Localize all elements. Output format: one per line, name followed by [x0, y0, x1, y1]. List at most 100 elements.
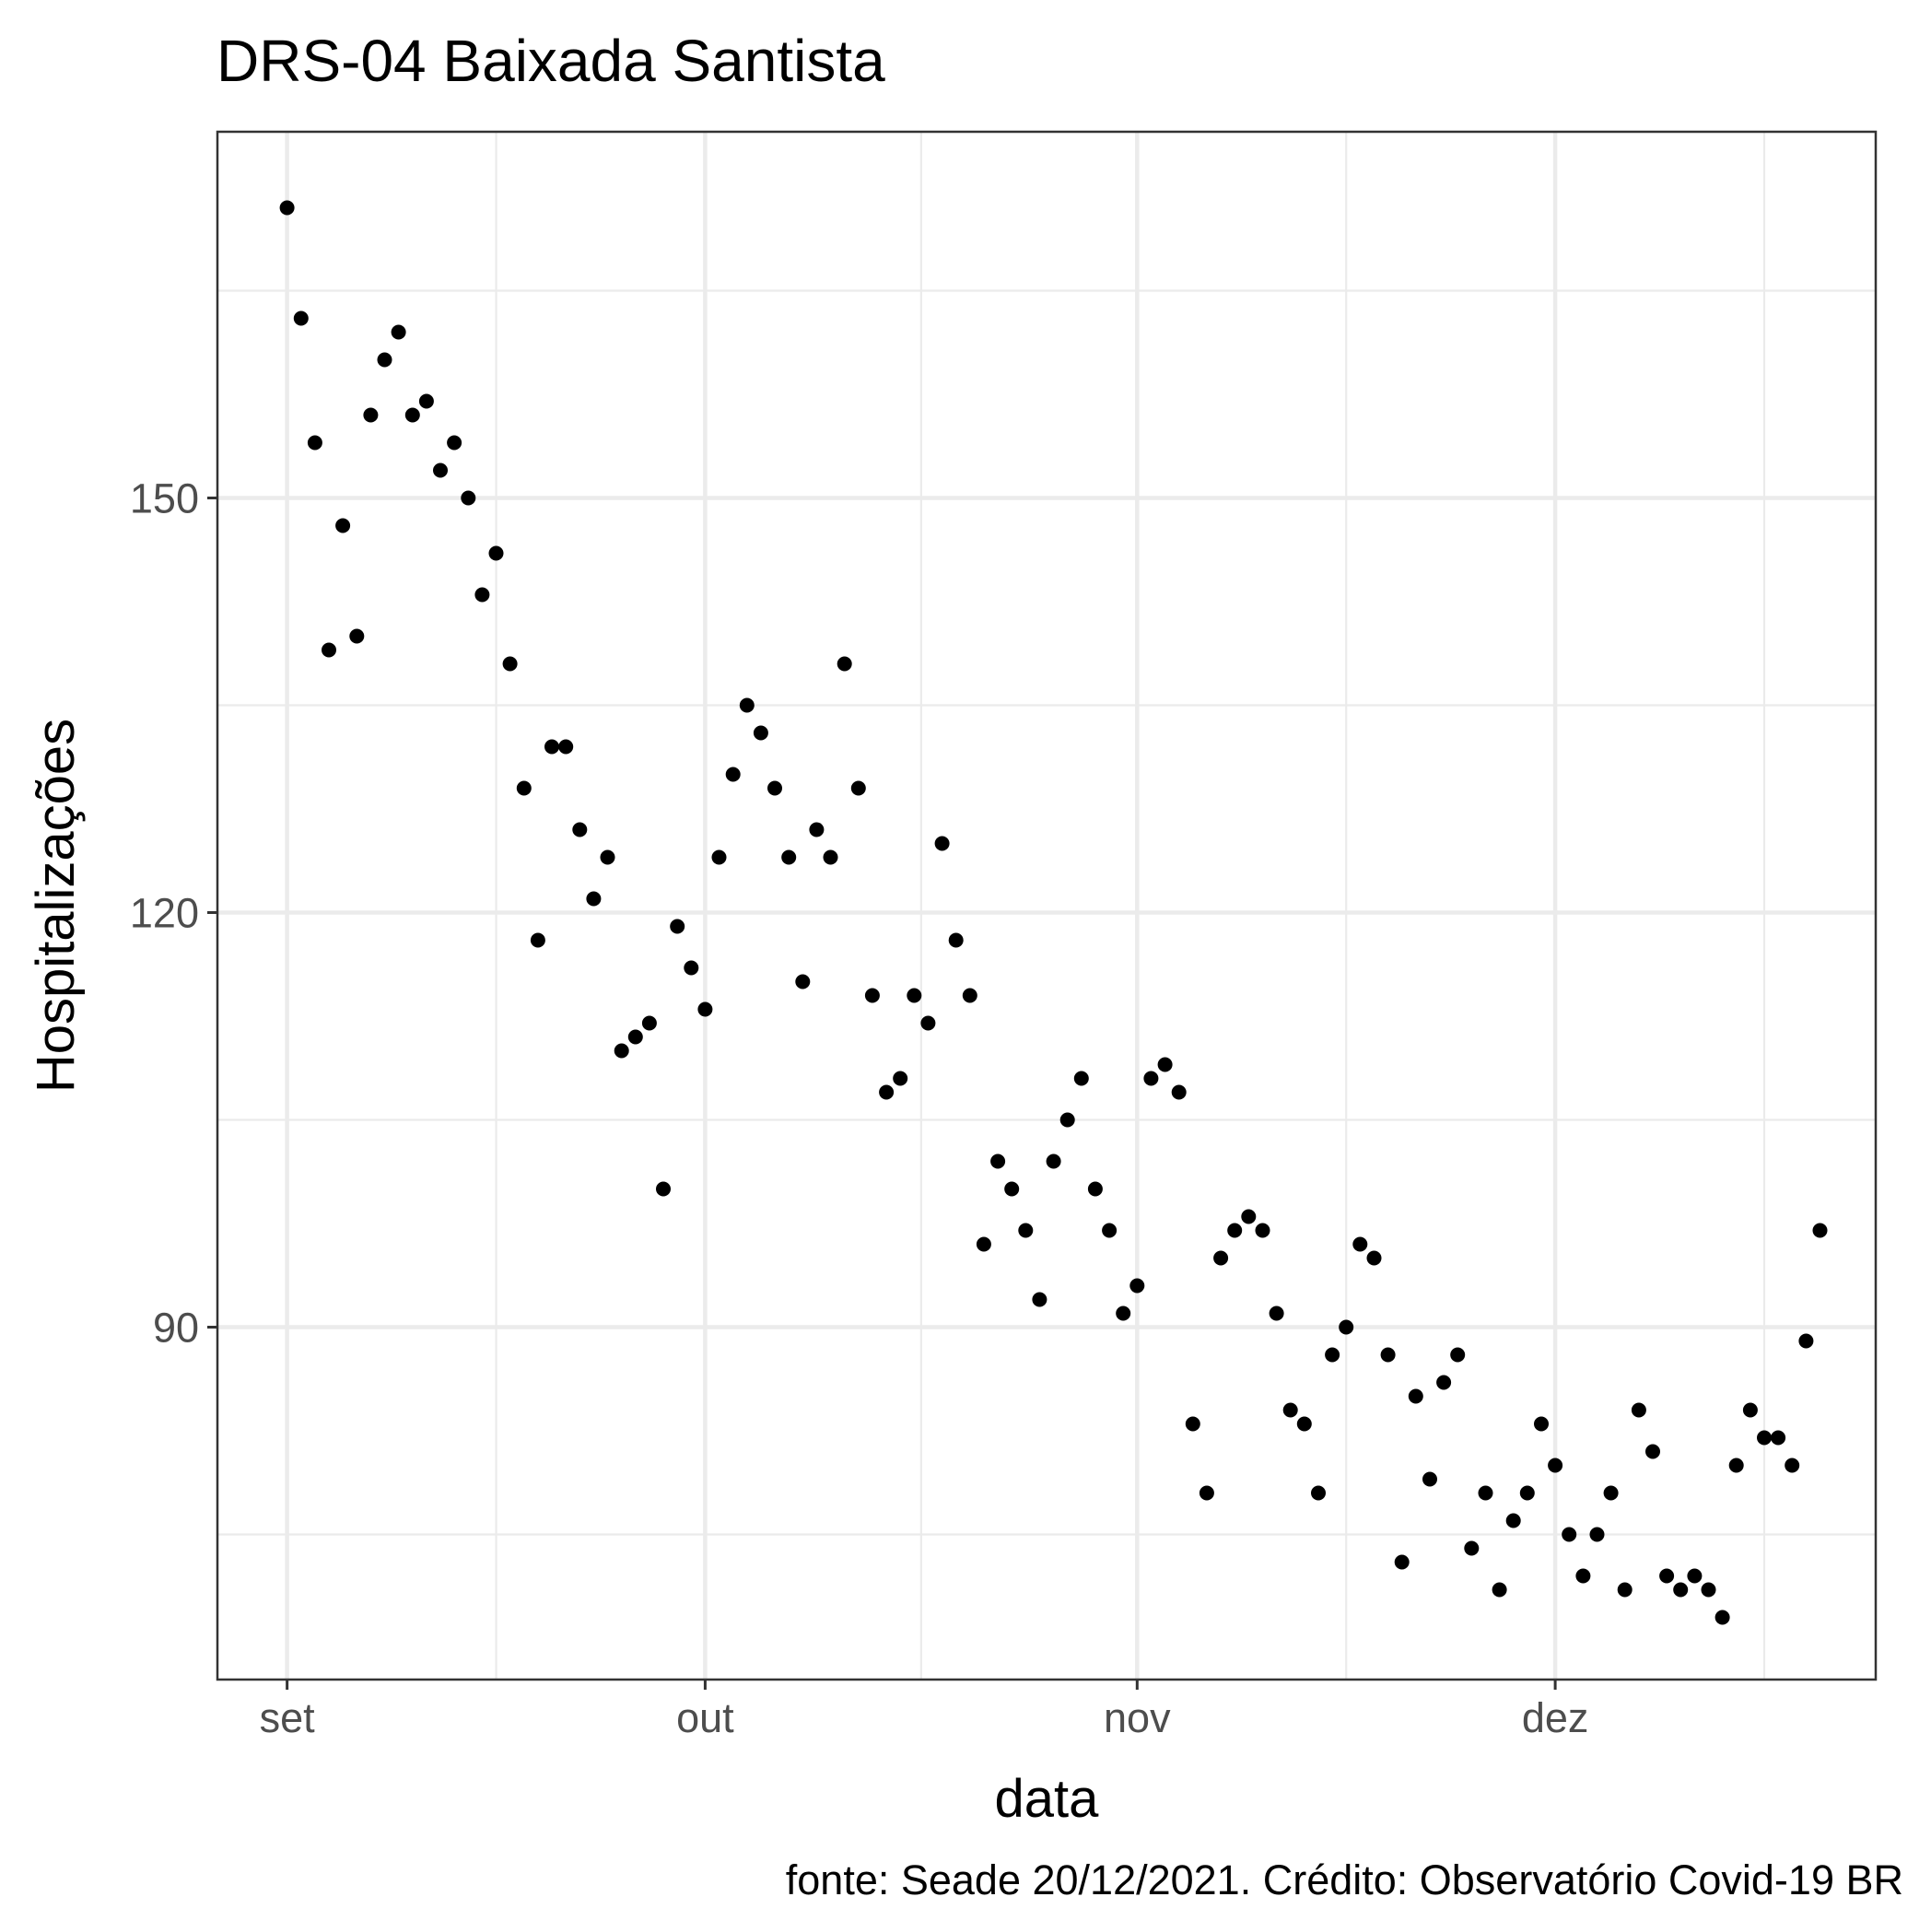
data-point [1394, 1554, 1410, 1570]
x-tick-label: set [260, 1694, 316, 1741]
x-tick-label: out [676, 1694, 734, 1741]
data-point [1046, 1153, 1061, 1169]
data-point [1771, 1430, 1786, 1446]
data-point [307, 435, 322, 451]
x-tick-label: dez [1522, 1694, 1589, 1741]
data-point [1116, 1306, 1131, 1321]
data-point [433, 463, 448, 478]
data-point [1562, 1527, 1577, 1542]
data-point [1575, 1568, 1591, 1584]
data-point [1673, 1582, 1689, 1598]
data-point [1282, 1402, 1298, 1418]
data-point [1603, 1485, 1619, 1501]
data-point [572, 822, 588, 837]
data-point [1227, 1223, 1243, 1238]
data-point [293, 310, 309, 326]
data-point [1812, 1223, 1828, 1238]
data-point [976, 1236, 991, 1252]
data-point [767, 780, 782, 796]
data-point [1255, 1223, 1270, 1238]
data-point [1534, 1416, 1549, 1432]
data-point [1311, 1485, 1326, 1501]
data-point [962, 988, 977, 1003]
data-point [850, 780, 866, 796]
data-point [1548, 1458, 1563, 1473]
data-point [474, 587, 490, 603]
data-point [488, 545, 504, 561]
data-point [1102, 1223, 1118, 1238]
data-point [781, 849, 797, 865]
data-point [641, 1015, 657, 1031]
data-point [335, 518, 351, 533]
data-point [1087, 1181, 1103, 1197]
data-point [1380, 1347, 1396, 1363]
data-point [586, 891, 602, 907]
data-point [1505, 1513, 1521, 1528]
data-point [516, 780, 532, 796]
data-point [1687, 1568, 1703, 1584]
data-point [1269, 1306, 1284, 1321]
y-axis-title: Hospitalizações [26, 719, 86, 1093]
data-point [1478, 1485, 1493, 1501]
data-point [1631, 1402, 1646, 1418]
data-point [1701, 1582, 1716, 1598]
data-point [391, 324, 406, 340]
data-point [1366, 1250, 1382, 1266]
data-point [1032, 1292, 1047, 1307]
data-point [907, 988, 922, 1003]
plot-panel-border [216, 130, 1878, 1681]
data-point [739, 697, 755, 713]
data-point [1785, 1458, 1800, 1473]
data-point [1519, 1485, 1535, 1501]
data-point [1143, 1071, 1159, 1086]
data-point [279, 200, 295, 216]
data-point [837, 656, 852, 672]
y-tick-label: 150 [130, 475, 199, 522]
data-point [1714, 1610, 1730, 1625]
data-point [530, 932, 545, 948]
data-point [948, 932, 964, 948]
y-tick-label: 120 [130, 890, 199, 937]
y-tick-label: 90 [153, 1305, 199, 1352]
data-point [322, 642, 336, 658]
data-point [627, 1029, 643, 1045]
data-point [404, 407, 420, 423]
data-point [823, 849, 838, 865]
data-point [879, 1084, 895, 1100]
data-point [711, 849, 727, 865]
data-point [934, 836, 950, 851]
data-point [1742, 1402, 1758, 1418]
chart-title: DRS-04 Baixada Santista [217, 28, 885, 94]
data-point [1617, 1582, 1633, 1598]
data-point [1464, 1540, 1480, 1556]
data-point [1296, 1416, 1312, 1432]
data-point [670, 919, 685, 934]
data-point [600, 849, 615, 865]
source-caption: fonte: Seade 20/12/2021. Crédito: Observ… [786, 1856, 1903, 1903]
data-point [363, 407, 379, 423]
data-point [990, 1153, 1006, 1169]
data-points [279, 200, 1828, 1625]
data-point [864, 988, 880, 1003]
data-point [1241, 1209, 1257, 1224]
data-point [725, 767, 741, 782]
x-axis: set out nov dez [260, 1680, 1589, 1741]
data-point [684, 960, 699, 976]
data-point [656, 1181, 671, 1197]
data-point [1073, 1071, 1089, 1086]
data-point [1492, 1582, 1507, 1598]
data-point [502, 656, 518, 672]
data-point [1213, 1250, 1229, 1266]
data-point [1004, 1181, 1020, 1197]
x-axis-title: data [995, 1769, 1100, 1829]
data-point [544, 739, 559, 755]
data-point [1059, 1112, 1075, 1128]
data-point [753, 725, 768, 741]
data-point [447, 435, 462, 451]
data-point [1436, 1375, 1452, 1390]
data-point [1757, 1430, 1772, 1446]
data-point [1171, 1084, 1187, 1100]
grid-lines [217, 132, 1876, 1680]
data-point [1589, 1527, 1605, 1542]
